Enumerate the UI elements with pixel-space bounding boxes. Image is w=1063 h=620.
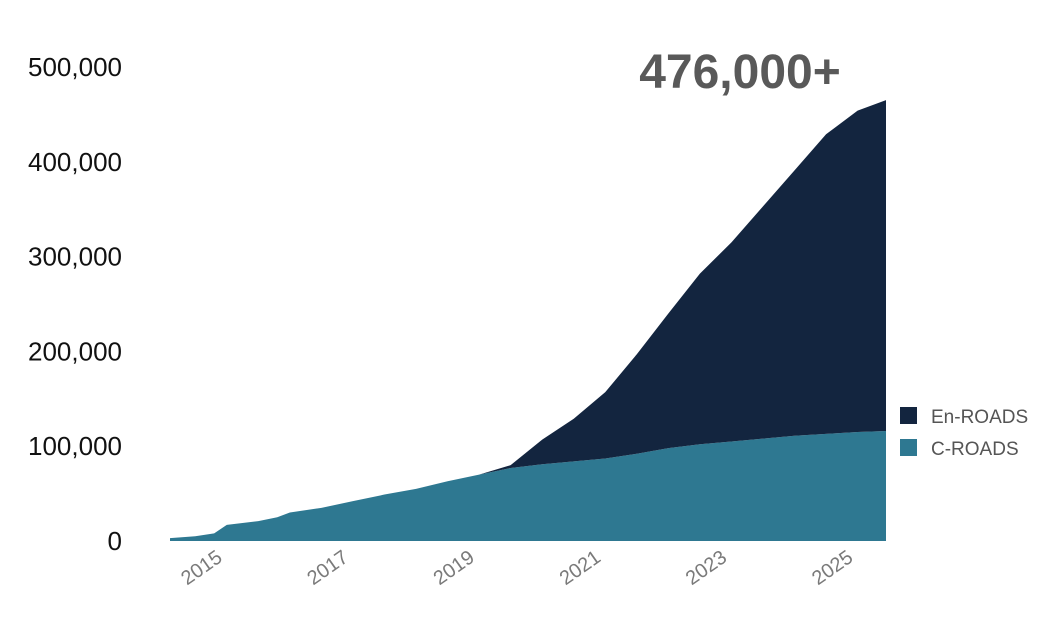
x-tick-label: 2023 [682, 546, 731, 590]
x-tick-label: 2017 [303, 546, 352, 590]
y-tick-label: 200,000 [28, 336, 122, 366]
y-tick-label: 400,000 [28, 147, 122, 177]
x-tick-label: 2021 [556, 546, 605, 590]
area-series-en-roads [170, 100, 886, 539]
chart-areas [170, 100, 886, 541]
x-tick-label: 2015 [177, 546, 226, 590]
y-tick-label: 100,000 [28, 431, 122, 461]
legend-label: C-ROADS [931, 439, 1019, 460]
legend: En-ROADS C-ROADS [900, 407, 1028, 460]
x-tick-label: 2025 [808, 546, 857, 590]
total-annotation: 476,000+ [639, 46, 841, 99]
x-axis-ticks: 2015 2017 2019 2021 2023 2025 [177, 546, 857, 590]
legend-swatch-c-roads [900, 439, 917, 456]
y-tick-label: 300,000 [28, 242, 122, 272]
y-tick-label: 0 [108, 526, 122, 556]
y-axis-ticks: 500,000 400,000 300,000 200,000 100,000 0 [28, 52, 122, 556]
legend-swatch-en-roads [900, 407, 917, 424]
area-series-c-roads [170, 431, 886, 541]
legend-label: En-ROADS [931, 407, 1028, 428]
x-tick-label: 2019 [430, 546, 479, 590]
y-tick-label: 500,000 [28, 52, 122, 82]
